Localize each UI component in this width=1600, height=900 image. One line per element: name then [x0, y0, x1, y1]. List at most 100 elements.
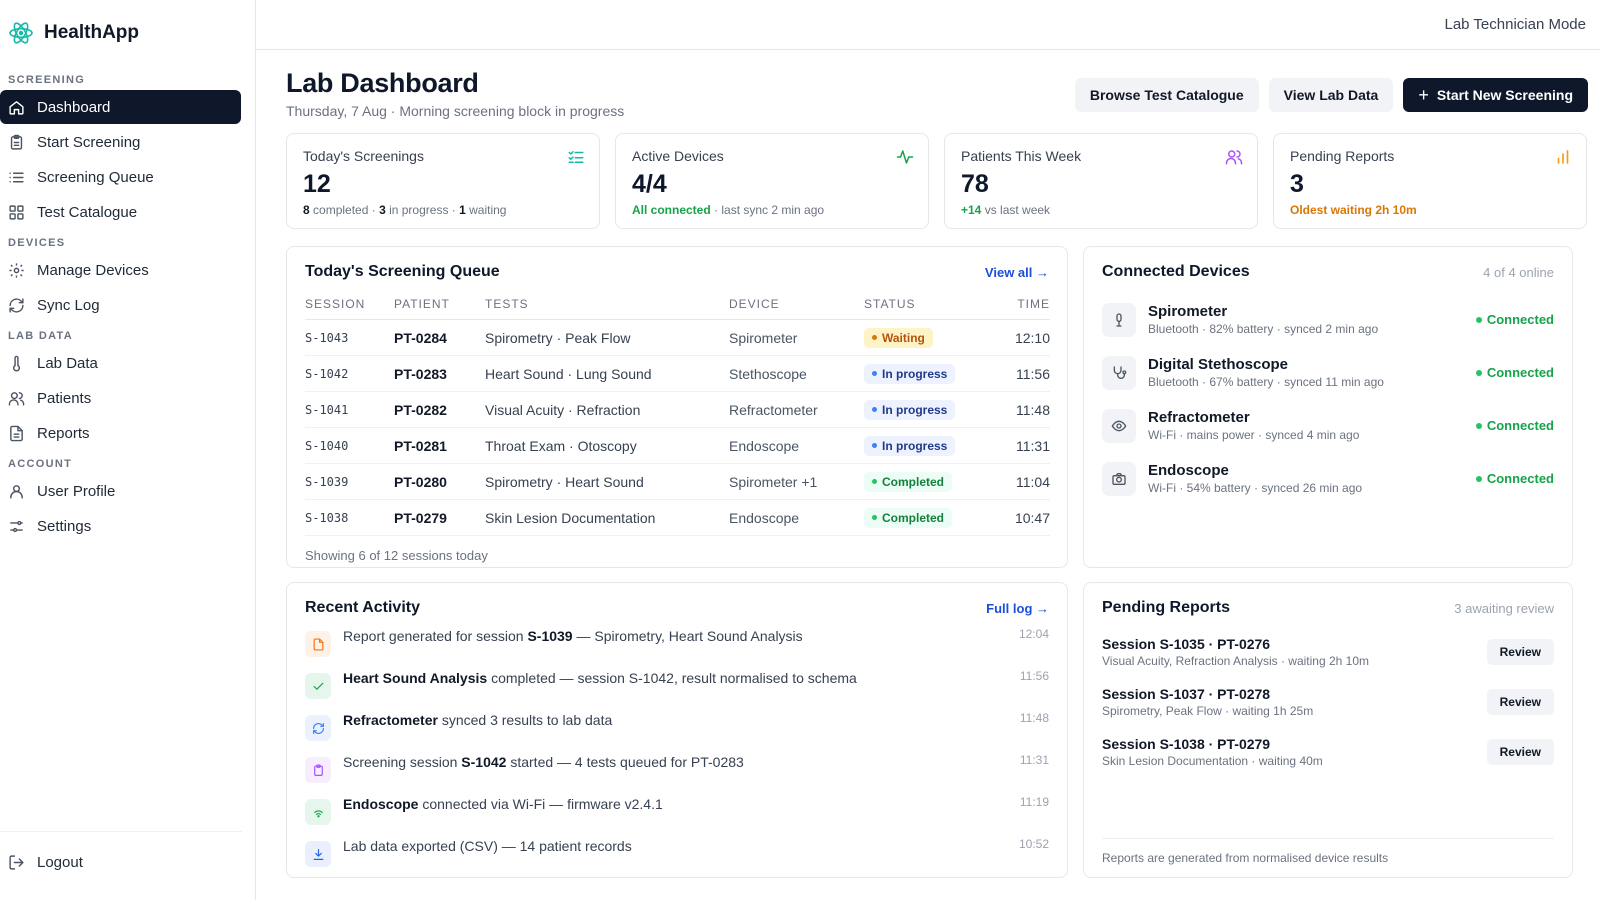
cell-session: S-1041	[305, 391, 394, 428]
device-name: Endoscope	[1148, 462, 1229, 479]
review-button[interactable]: Review	[1486, 739, 1554, 765]
start-new-screening-button[interactable]: + Start New Screening	[1403, 78, 1588, 112]
column-header[interactable]: DEVICE	[729, 289, 864, 320]
device-row[interactable]: Spirometer Bluetooth · 82% battery · syn…	[1102, 293, 1554, 346]
sidebar-item-screening-queue[interactable]: Screening Queue	[0, 160, 241, 194]
device-status: Connected	[1475, 312, 1554, 327]
status-dot	[872, 515, 877, 521]
report-meta: Spirometry, Peak Flow · waiting 1h 25m	[1102, 704, 1314, 718]
sliders-icon	[10, 520, 23, 532]
activity-text-bold: S-1039	[527, 628, 573, 644]
device-text: Refractometer Wi-Fi · mains power · sync…	[1148, 409, 1476, 442]
topbar: Lab Technician Mode	[256, 0, 1600, 50]
activity-item[interactable]: Report generated for session S-1039 — Sp…	[305, 627, 1049, 669]
sidebar-item-dashboard[interactable]: Dashboard	[0, 90, 241, 124]
column-header[interactable]: TESTS	[485, 289, 729, 320]
user-icon	[10, 484, 23, 499]
cell-session: S-1038	[305, 499, 394, 536]
column-header[interactable]: PATIENT	[394, 289, 485, 320]
sidebar-item-test-catalogue[interactable]: Test Catalogue	[0, 195, 241, 229]
table-row[interactable]: S-1042 PT-0283 Heart Sound · Lung Sound …	[305, 355, 1050, 392]
sidebar-item-reports[interactable]: Reports	[0, 416, 241, 450]
cell-patient: PT-0283	[394, 355, 485, 392]
cell-tests: Spirometry · Heart Sound	[485, 463, 729, 500]
kpi-note: Oldest waiting 2h 10m	[1290, 203, 1570, 217]
sidebar-item-label: Lab Data	[37, 354, 98, 372]
status-dot	[1475, 316, 1482, 323]
device-status: Connected	[1475, 471, 1554, 486]
device-row[interactable]: Refractometer Wi-Fi · mains power · sync…	[1102, 399, 1554, 452]
cell-patient: PT-0284	[394, 319, 485, 356]
column-header[interactable]: STATUS	[864, 289, 984, 320]
kpi-card-pending[interactable]: Pending Reports 3 Oldest waiting 2h 10m	[1273, 133, 1587, 229]
device-name: Refractometer	[1148, 409, 1250, 426]
review-button[interactable]: Review	[1486, 689, 1554, 715]
activity-text-post: connected via Wi-Fi — firmware v2.4.1	[418, 796, 663, 812]
kpi-text: in progress ·	[385, 203, 460, 217]
plus-icon: +	[1418, 85, 1429, 105]
stethoscope-icon	[1113, 365, 1127, 379]
table-row[interactable]: S-1039 PT-0280 Spirometry · Heart Sound …	[305, 463, 1050, 500]
mode-indicator: Lab Technician Mode	[1444, 16, 1587, 33]
sidebar-item-user-profile[interactable]: User Profile	[0, 474, 241, 508]
cell-device: Endoscope	[729, 499, 864, 536]
table-row[interactable]: S-1040 PT-0281 Throat Exam · Otoscopy En…	[305, 427, 1050, 464]
sidebar-item-label: User Profile	[37, 482, 116, 500]
view-all-link[interactable]: View all →	[984, 264, 1049, 280]
activity-item[interactable]: Lab data exported (CSV) — 14 patient rec…	[305, 837, 1049, 879]
view-lab-data-button[interactable]: View Lab Data	[1268, 78, 1394, 112]
recent-activity-panel: Recent Activity Full log → Report genera…	[286, 582, 1068, 878]
activity-item[interactable]: Endoscope connected via Wi-Fi — firmware…	[305, 795, 1049, 837]
brand[interactable]: HealthApp	[0, 0, 241, 66]
column-header[interactable]: TIME	[984, 289, 1050, 320]
pending-report-item: Session S-1035 · PT-0276 Visual Acuity, …	[1102, 627, 1554, 677]
table-row[interactable]: S-1041 PT-0282 Visual Acuity · Refractio…	[305, 391, 1050, 428]
section-label-account: ACCOUNT	[8, 458, 73, 470]
column-header[interactable]: SESSION	[305, 289, 394, 320]
check-icon	[313, 682, 323, 690]
table-row[interactable]: S-1043 PT-0284 Spirometry · Peak Flow Sp…	[305, 319, 1050, 356]
page-subtitle: Thursday, 7 Aug · Morning screening bloc…	[286, 103, 625, 119]
full-log-link[interactable]: Full log →	[986, 600, 1049, 616]
kpi-row: Today's Screenings 12 8 completed · 3 in…	[286, 133, 1588, 229]
sidebar-item-lab-data[interactable]: Lab Data	[0, 346, 241, 380]
sidebar-item-sync-log[interactable]: Sync Log	[0, 288, 241, 322]
activity-time: 11:56	[1019, 669, 1049, 683]
device-row[interactable]: Endoscope Wi-Fi · 54% battery · synced 2…	[1102, 452, 1554, 505]
pending-reports-panel: Pending Reports 3 awaiting review Sessio…	[1083, 582, 1573, 878]
sidebar-item-logout[interactable]: Logout	[0, 845, 242, 879]
sidebar-item-label: Patients	[37, 389, 92, 407]
device-status-label: Connected	[1486, 312, 1554, 327]
kpi-card-devices[interactable]: Active Devices 4/4 All connected · last …	[615, 133, 929, 229]
sidebar-item-manage-devices[interactable]: Manage Devices	[0, 253, 241, 287]
sidebar-item-label: Sync Log	[37, 296, 100, 314]
queue-table: SESSION PATIENT TESTS DEVICE STATUS TIME…	[305, 289, 1050, 536]
activity-item[interactable]: Refractometer synced 3 results to lab da…	[305, 711, 1049, 753]
activity-icon-box	[305, 631, 331, 657]
browse-test-catalogue-button[interactable]: Browse Test Catalogue	[1074, 78, 1259, 112]
status-dot	[1475, 475, 1482, 482]
sidebar-item-start-screening[interactable]: Start Screening	[0, 125, 241, 159]
device-name: Digital Stethoscope	[1148, 356, 1289, 373]
cell-patient: PT-0281	[394, 427, 485, 464]
pending-report-item: Session S-1037 · PT-0278 Spirometry, Pea…	[1102, 677, 1554, 727]
sidebar-item-label: Dashboard	[37, 98, 111, 116]
queue-body: S-1043 PT-0284 Spirometry · Peak Flow Sp…	[305, 319, 1050, 536]
review-button[interactable]: Review	[1486, 639, 1554, 665]
status-label: In progress	[882, 366, 948, 381]
status-badge: In progress	[864, 363, 956, 384]
kpi-card-patients[interactable]: Patients This Week 78 +14 vs last week	[944, 133, 1258, 229]
table-row[interactable]: S-1038 PT-0279 Skin Lesion Documentation…	[305, 499, 1050, 536]
sidebar-item-patients[interactable]: Patients	[0, 381, 241, 415]
sidebar-item-settings[interactable]: Settings	[0, 509, 241, 543]
activity-time: 11:19	[1019, 795, 1049, 809]
sidebar-item-label: Manage Devices	[37, 261, 149, 279]
device-row[interactable]: Digital Stethoscope Bluetooth · 67% batt…	[1102, 346, 1554, 399]
kpi-card-screenings[interactable]: Today's Screenings 12 8 completed · 3 in…	[286, 133, 600, 229]
device-list: Spirometer Bluetooth · 82% battery · syn…	[1084, 293, 1572, 505]
cell-session: S-1042	[305, 355, 394, 392]
cell-tests: Throat Exam · Otoscopy	[485, 427, 729, 464]
activity-item[interactable]: Heart Sound Analysis completed — session…	[305, 669, 1049, 711]
activity-item[interactable]: Screening session S-1042 started — 4 tes…	[305, 753, 1049, 795]
